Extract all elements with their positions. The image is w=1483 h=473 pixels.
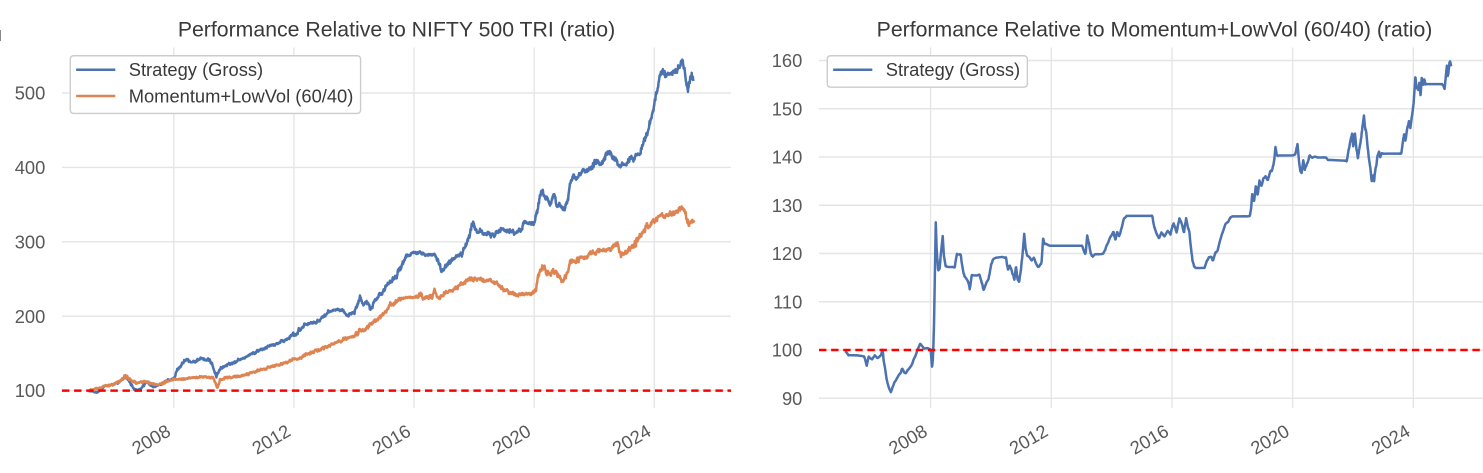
svg-text:500: 500 [15,83,46,104]
svg-text:300: 300 [15,231,46,252]
svg-text:100: 100 [15,380,46,401]
svg-text:140: 140 [772,147,803,168]
svg-text:90: 90 [782,388,802,409]
svg-text:400: 400 [15,157,46,178]
svg-text:100: 100 [772,340,803,361]
svg-text:Strategy (Gross): Strategy (Gross) [886,59,1020,80]
svg-text:200: 200 [15,306,46,327]
svg-text:Performance Relative to Moment: Performance Relative to Momentum+LowVol … [877,17,1433,41]
svg-text:150: 150 [772,98,803,119]
svg-text:160: 160 [772,50,803,71]
svg-text:110: 110 [773,291,802,312]
svg-text:130: 130 [772,195,803,216]
svg-text:Performance Relative to NIFTY: Performance Relative to NIFTY 500 TRI (r… [178,17,615,41]
svg-text:Momentum+LowVol (60/40): Momentum+LowVol (60/40) [129,85,354,106]
svg-text:Strategy (Gross): Strategy (Gross) [129,59,263,80]
svg-text:120: 120 [772,243,803,264]
